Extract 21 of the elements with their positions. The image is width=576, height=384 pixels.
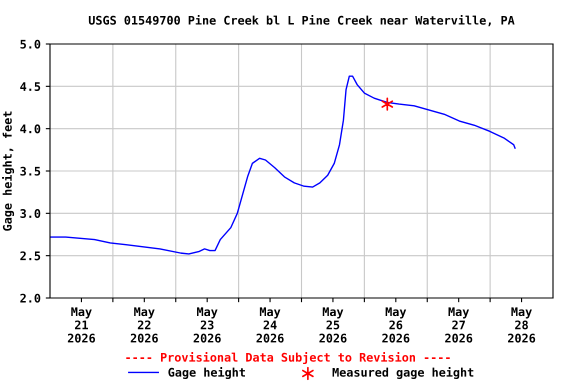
x-tick-label: May 26 2026 [382, 307, 410, 343]
x-tick-label: May 21 2026 [68, 307, 96, 343]
y-axis-title: Gage height, feet [2, 112, 14, 231]
line-series [50, 75, 516, 255]
y-tick-label: 2.0 [20, 294, 40, 303]
y-tick-label: 4.0 [20, 124, 40, 134]
x-tick-label: May 23 2026 [194, 307, 221, 343]
legend-label: Measured gage height [332, 366, 474, 380]
chart-title: USGS 01549700 Pine Creek bl L Pine Creek near Waterville, PA [88, 14, 515, 26]
legend-label: Gage height [168, 366, 245, 380]
x-tick-label: May 28 2026 [508, 307, 536, 343]
x-tick-label: May 27 2026 [445, 307, 472, 343]
y-tick-label: 3.0 [20, 209, 40, 218]
y-tick-label: 2.5 [20, 251, 40, 260]
y-tick-label: 3.5 [20, 166, 40, 176]
text: ---- Provisional Data Subject to Revision ---- [126, 352, 450, 364]
x-tick-label: May 25 2026 [319, 307, 347, 343]
y-tick-label: 4.5 [20, 82, 40, 91]
x-tick-label: May 24 2026 [256, 307, 284, 343]
y-tick-label: 5.0 [20, 40, 40, 49]
x-tick-label: May 22 2026 [130, 307, 158, 343]
